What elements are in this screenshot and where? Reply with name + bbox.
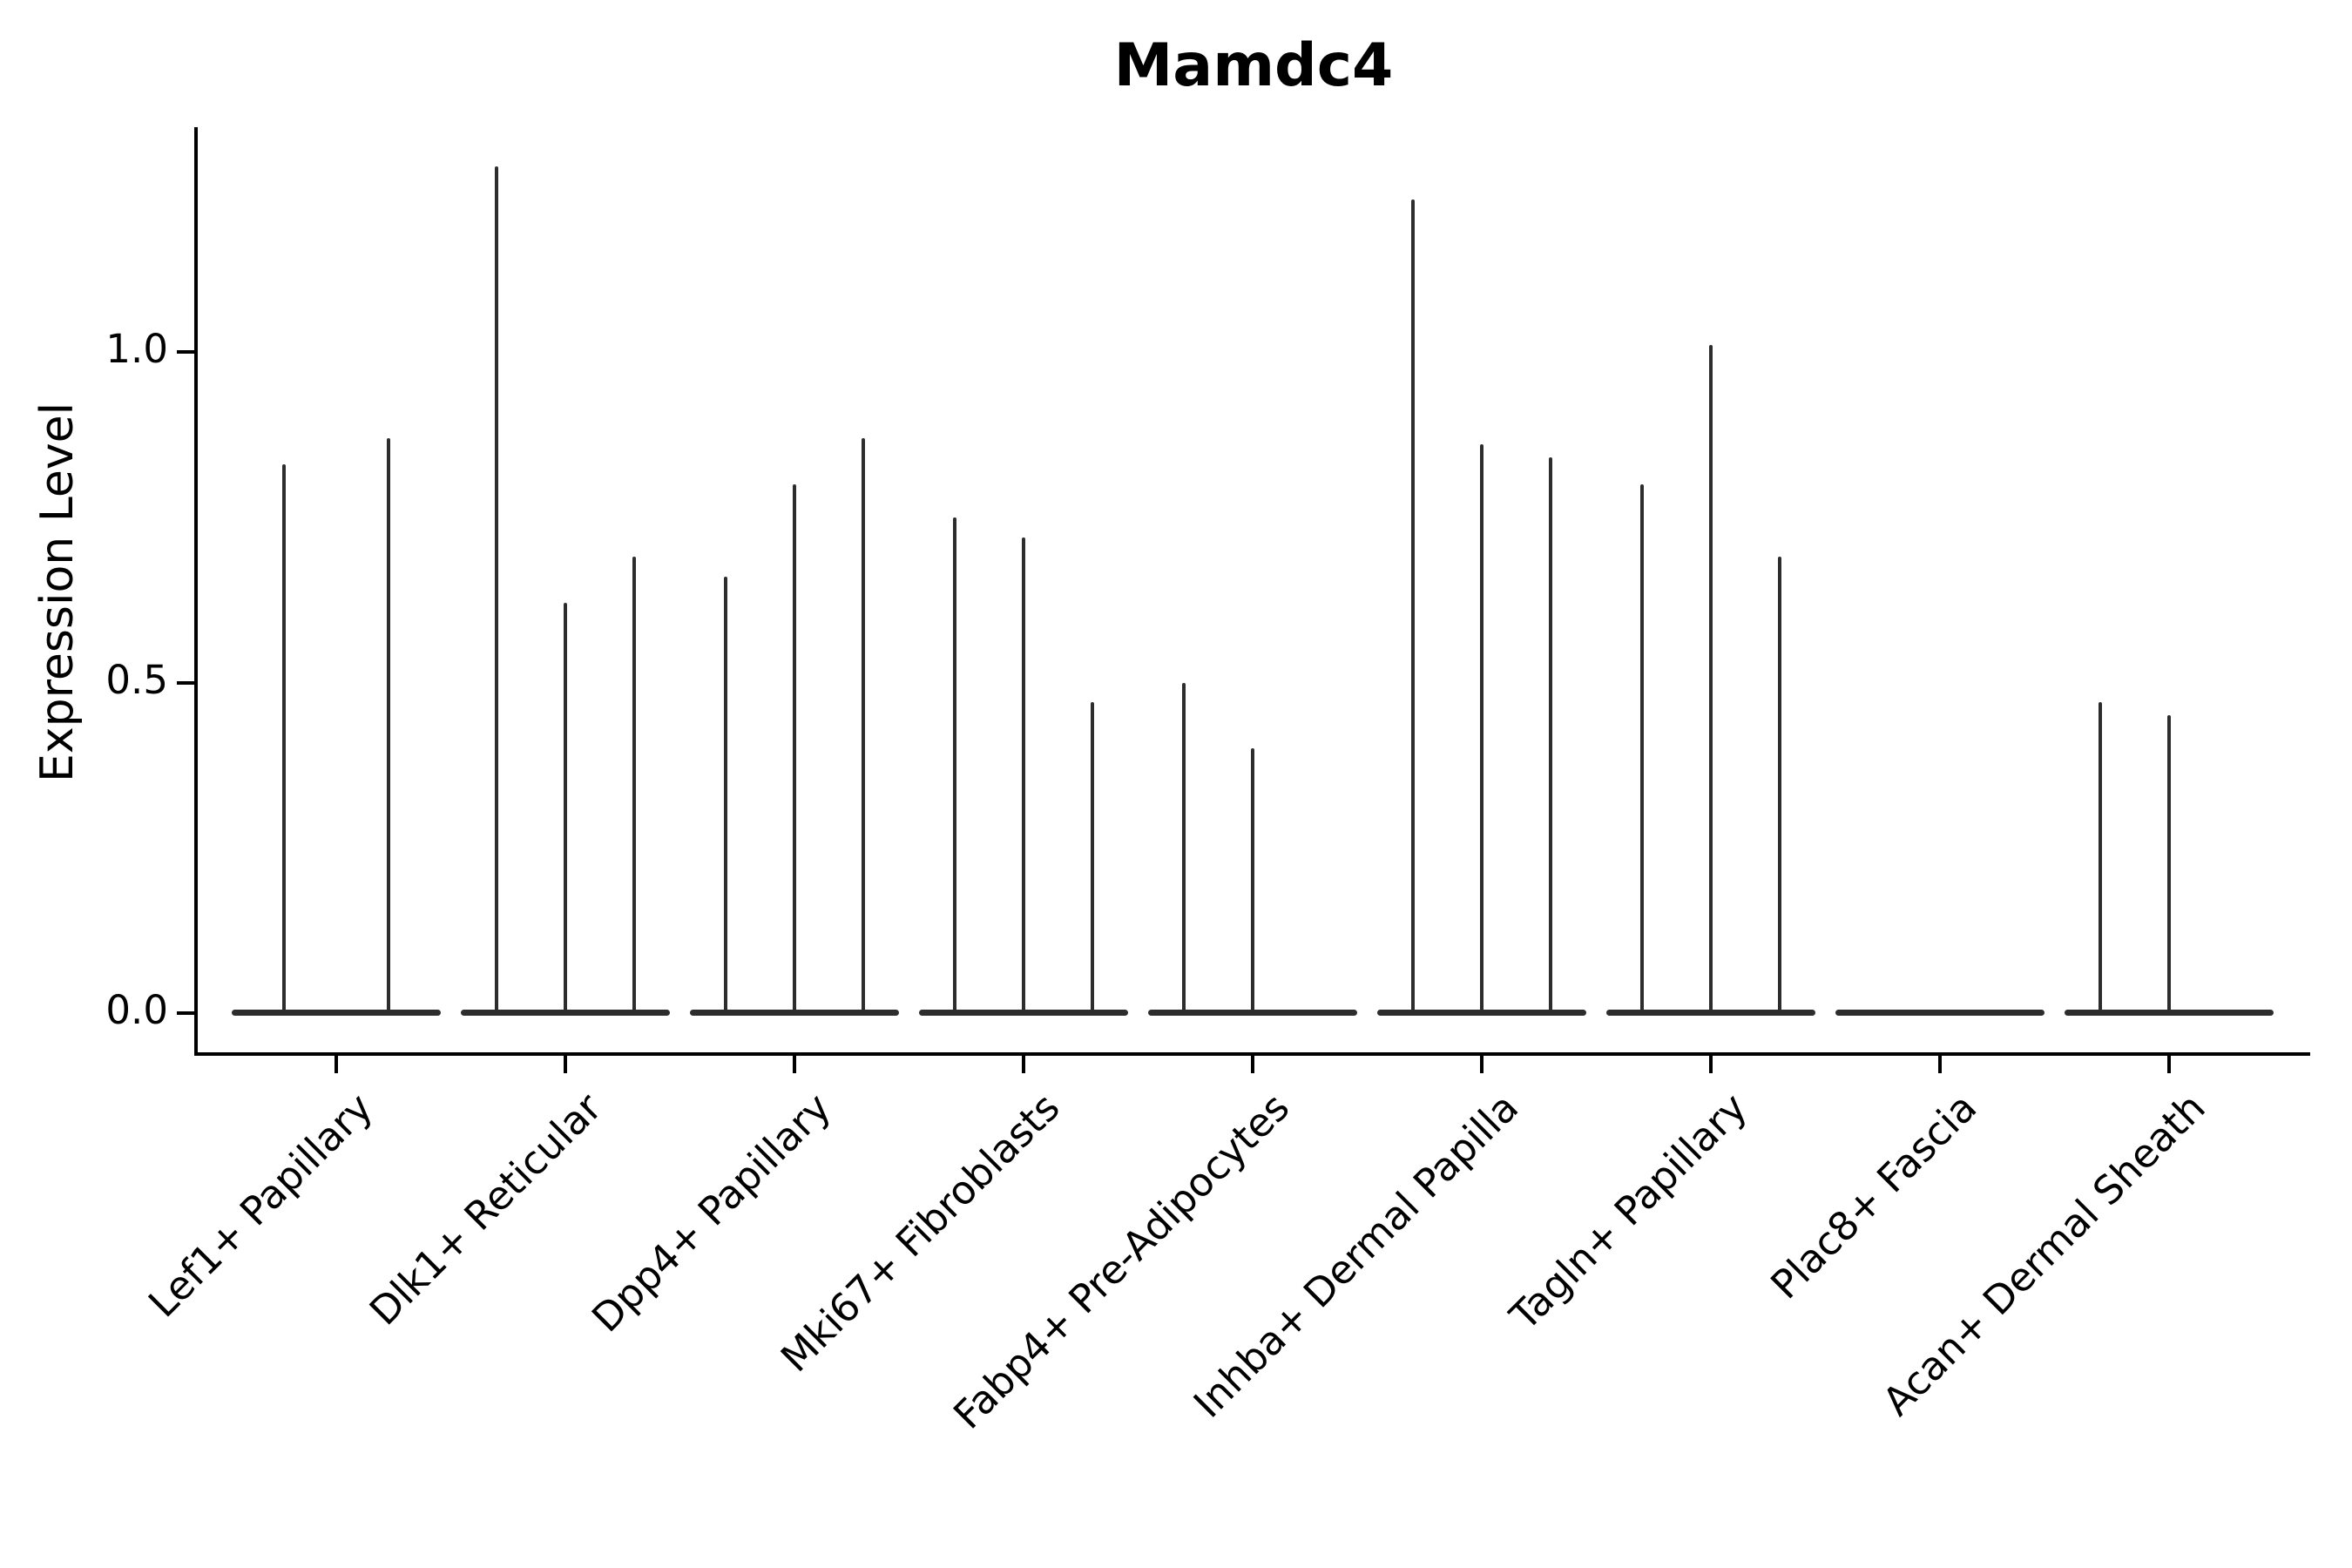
x-tick-label: Dpp4+ Papillary (583, 1084, 841, 1342)
y-axis-label: Expression Level (31, 402, 84, 783)
y-tick-label: 0.0 (105, 987, 168, 1033)
violin-spike (1639, 483, 1645, 1012)
violin-spike (1021, 537, 1026, 1012)
x-tick (564, 1056, 567, 1073)
violin-spike (563, 603, 568, 1012)
violin-base (461, 1009, 670, 1016)
violin-base (1377, 1009, 1586, 1016)
violin-spike (386, 437, 391, 1012)
violin-spike (1410, 199, 1416, 1012)
violin-spike (1250, 748, 1255, 1012)
violin-base (919, 1009, 1128, 1016)
violin-spike (1090, 702, 1095, 1012)
y-tick (177, 350, 194, 354)
x-axis-line (194, 1052, 2310, 1056)
y-tick (177, 680, 194, 685)
violin-spike (792, 483, 797, 1012)
x-tick (2167, 1056, 2171, 1073)
violin-spike (632, 557, 637, 1012)
violin-base (690, 1009, 899, 1016)
x-tick (1709, 1056, 1713, 1073)
violin-spike (1548, 457, 1553, 1012)
x-tick (1022, 1056, 1025, 1073)
violin-spike (2166, 715, 2172, 1012)
violin-spike (1777, 557, 1782, 1012)
violin-spike (494, 166, 499, 1012)
violin-spike (723, 577, 728, 1012)
x-tick (1938, 1056, 1942, 1073)
violin-spike (281, 464, 287, 1012)
x-tick-label: Lef1+ Papillary (139, 1084, 382, 1327)
violin-base (1606, 1009, 1815, 1016)
y-axis-line (194, 127, 198, 1056)
violin-spike (952, 517, 957, 1012)
violin-spike (1708, 345, 1713, 1012)
violin-base (2065, 1009, 2274, 1016)
violin-base (1835, 1009, 2044, 1016)
x-tick-label: Tagln+ Papillary (1501, 1084, 1757, 1340)
y-tick-label: 1.0 (105, 326, 168, 372)
violin-spike (861, 437, 866, 1012)
violin-base (232, 1009, 441, 1016)
violin-spike (1479, 444, 1484, 1012)
y-tick-label: 0.5 (105, 656, 168, 703)
chart-title: Mamdc4 (1113, 31, 1394, 100)
x-tick-label: Plac8+ Fascia (1761, 1084, 1986, 1308)
x-tick-label: Dlk1+ Reticular (361, 1084, 612, 1335)
x-tick (793, 1056, 796, 1073)
x-tick (335, 1056, 338, 1073)
violin-spike (2098, 702, 2103, 1012)
violin-base (1148, 1009, 1357, 1016)
y-tick (177, 1011, 194, 1015)
x-tick (1251, 1056, 1254, 1073)
x-tick (1480, 1056, 1484, 1073)
violin-spike (1181, 682, 1186, 1012)
